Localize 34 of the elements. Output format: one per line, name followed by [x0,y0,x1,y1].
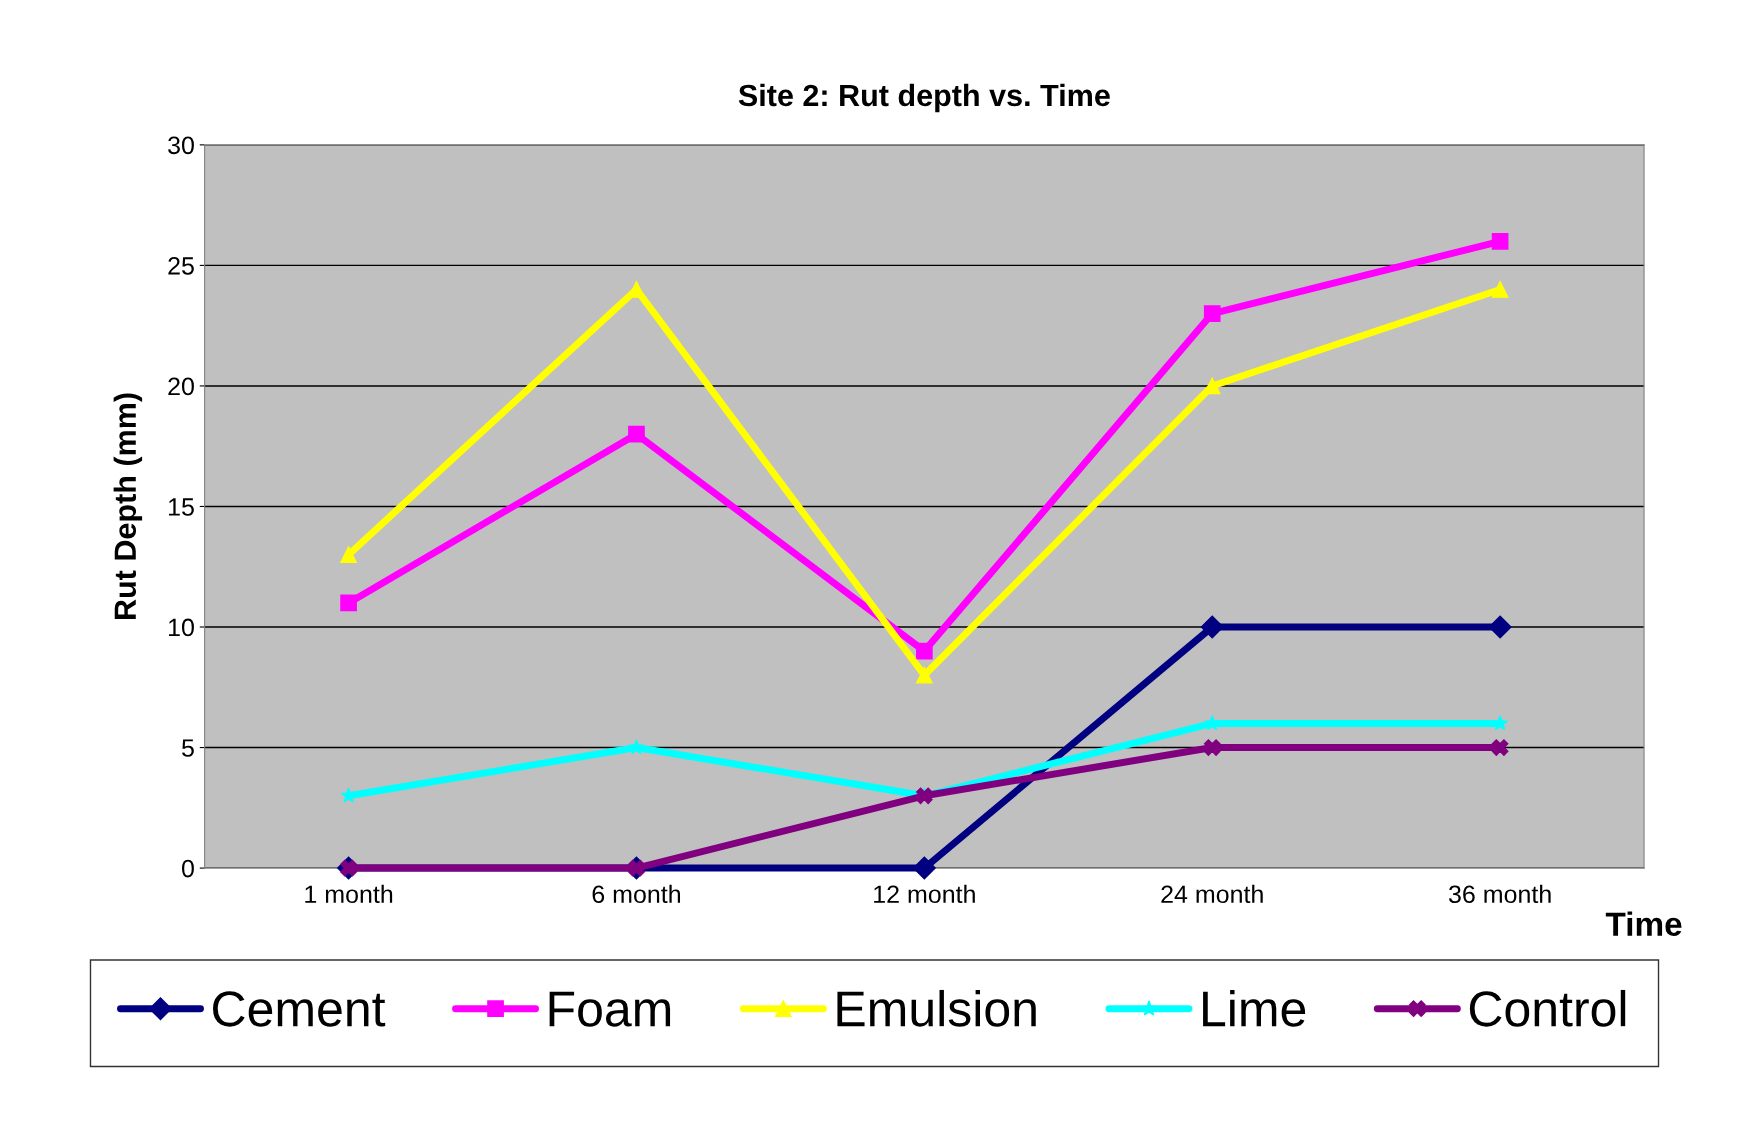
y-axis-title: Rut Depth (mm) [113,393,143,619]
y-tick-label: 20 [168,377,194,396]
legend-label: Foam [549,991,671,1027]
point [340,546,357,564]
legend-label: Control [1469,989,1626,1027]
x-tick-label: 1 month [305,884,393,904]
y-tick-label: 30 [168,136,194,155]
y-tick-label: 5 [182,739,194,757]
y-tick-label: 25 [168,257,194,275]
point [628,425,645,443]
point [1200,615,1224,639]
x-tick-label: 36 month [1448,884,1551,904]
legend-label: Emulsion [837,989,1036,1027]
point [1203,739,1221,756]
point [916,642,933,660]
chart-title: Site 2: Rut depth vs. Time [738,83,1110,113]
point [1491,232,1509,250]
legend-label: Cement [213,991,386,1027]
point [1491,281,1509,298]
point [1488,615,1512,639]
point [628,739,645,755]
y-tick-label: 10 [169,618,194,637]
legend-label: Lime [1203,989,1306,1027]
x-axis-title: Time [1605,911,1682,936]
point [340,594,357,612]
y-tick-label: 15 [169,498,194,516]
point [912,856,936,880]
point [1491,739,1509,756]
x-tick-label: 24 month [1161,884,1263,904]
point [1203,305,1221,322]
x-tick-label: 12 month [874,884,975,904]
y-tick-label: 0 [181,859,194,878]
x-tick-label: 6 month [592,884,681,904]
point [916,666,933,684]
